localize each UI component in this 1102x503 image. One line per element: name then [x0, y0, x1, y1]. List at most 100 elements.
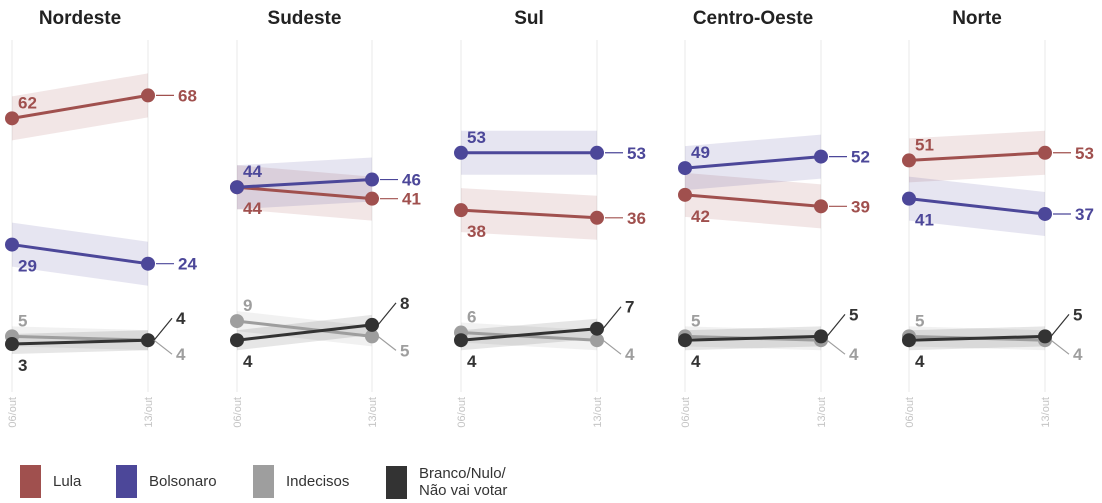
series-line-norte-lula	[908, 151, 1046, 162]
x-tick-centro-oeste-1: 13/out	[816, 397, 828, 428]
panel-title-norte: Norte	[952, 8, 1002, 29]
legend-swatch-branco-nulo	[386, 465, 407, 499]
point-norte-bolsonaro-1	[1038, 206, 1052, 221]
value-label-norte-branco-nulo-nao-vai-votar-0: 4	[915, 352, 925, 371]
legend-item-branco-nulo: Branco/Nulo/ Não vai votar	[386, 465, 507, 499]
value-label-centro-oeste-indecisos-0: 5	[691, 311, 700, 330]
value-label-centro-oeste-bolsonaro-1: 52	[851, 148, 870, 167]
value-label-sudeste-indecisos-1: 5	[400, 341, 409, 360]
point-norte-lula-1	[1038, 145, 1052, 160]
point-nordeste-bolsonaro-0	[5, 237, 19, 252]
series-line-centro-oeste-lula	[684, 193, 822, 208]
series-line-sudeste-branco-nulo-nao-vai-votar	[236, 323, 373, 342]
value-label-norte-indecisos-0: 5	[915, 311, 924, 330]
value-label-norte-lula-1: 53	[1075, 144, 1094, 163]
value-label-nordeste-indecisos-0: 5	[18, 311, 27, 330]
point-sul-branco-nulo-nao-vai-votar-0	[454, 333, 468, 348]
value-label-sul-indecisos-0: 6	[467, 308, 476, 327]
point-sul-bolsonaro-1	[590, 145, 604, 160]
value-label-sudeste-bolsonaro-1: 46	[402, 171, 421, 190]
series-line-sudeste-bolsonaro	[236, 178, 373, 189]
value-label-norte-bolsonaro-0: 41	[915, 211, 934, 230]
value-label-norte-indecisos-1: 4	[1073, 345, 1083, 364]
point-sul-indecisos-1	[590, 333, 604, 348]
value-label-centro-oeste-lula-0: 42	[691, 207, 710, 226]
value-label-nordeste-branco-nulo-nao-vai-votar-0: 3	[18, 356, 27, 375]
point-centro-oeste-branco-nulo-nao-vai-votar-0	[678, 333, 692, 348]
value-label-sudeste-lula-1: 41	[402, 190, 421, 209]
point-sudeste-indecisos-1	[365, 329, 379, 344]
series-line-norte-branco-nulo-nao-vai-votar	[908, 334, 1046, 342]
panel-sul: Sul 06/out 13/out 38 36 53 53 6 4 4 7	[454, 8, 646, 428]
series-line-centro-oeste-bolsonaro	[684, 155, 822, 170]
value-label-sul-lula-1: 36	[627, 209, 646, 228]
leader-sudeste-indecisos	[377, 335, 397, 351]
x-tick-norte-0: 06/out	[904, 397, 916, 428]
point-nordeste-lula-1	[141, 88, 155, 103]
value-label-sul-bolsonaro-0: 53	[467, 128, 486, 147]
panel-title-sudeste: Sudeste	[268, 8, 342, 29]
value-label-norte-lula-0: 51	[915, 135, 934, 154]
x-tick-norte-1: 13/out	[1040, 397, 1052, 428]
series-line-sudeste-lula	[236, 185, 373, 201]
legend-label-branco-nulo-line1: Branco/Nulo/	[419, 465, 506, 482]
panel-centro-oeste: Centro-Oeste 06/out 13/out 42 39 49 52 5 4 4 5	[678, 8, 870, 428]
leader-norte-indecisos	[1050, 339, 1070, 355]
point-sudeste-branco-nulo-nao-vai-votar-1	[365, 317, 379, 332]
leader-nordeste-branco-nulo-nao-vai-votar	[153, 317, 173, 341]
value-label-sudeste-branco-nulo-nao-vai-votar-1: 8	[400, 294, 409, 313]
leader-sul-branco-nulo-nao-vai-votar	[602, 306, 622, 330]
legend-swatch-lula	[20, 465, 41, 498]
panel-title-sul: Sul	[514, 8, 544, 29]
legend-label-lula: Lula	[53, 473, 82, 490]
series-line-norte-bolsonaro	[908, 197, 1046, 216]
point-norte-bolsonaro-0	[902, 191, 916, 206]
point-nordeste-bolsonaro-1	[141, 256, 155, 271]
legend-label-branco-nulo: Branco/Nulo/ Não vai votar	[419, 465, 507, 499]
point-centro-oeste-lula-0	[678, 187, 692, 202]
value-label-centro-oeste-indecisos-1: 4	[849, 345, 859, 364]
value-label-sudeste-indecisos-0: 9	[243, 296, 252, 315]
x-tick-sul-1: 13/out	[592, 397, 604, 428]
point-nordeste-branco-nulo-nao-vai-votar-1	[141, 333, 155, 348]
legend-item-lula: Lula	[20, 465, 81, 498]
panel-norte: Norte 06/out 13/out 51 53 41 37 5 4 4 5	[902, 8, 1094, 428]
chart-legend: Lula Bolsonaro Indecisos Branco/Nulo/ Nã…	[0, 465, 1102, 503]
x-tick-nordeste-0: 06/out	[7, 397, 19, 428]
value-label-norte-branco-nulo-nao-vai-votar-1: 5	[1073, 305, 1082, 324]
value-label-sul-lula-0: 38	[467, 222, 486, 241]
point-nordeste-branco-nulo-nao-vai-votar-0	[5, 337, 19, 352]
value-label-nordeste-lula-1: 68	[178, 86, 197, 105]
legend-label-branco-nulo-line2: Não vai votar	[419, 482, 508, 499]
panel-nordeste: Nordeste 06/out 13/out 62 68 29 24 5 4 3 4	[5, 8, 197, 428]
series-line-sul-lula	[460, 208, 598, 220]
point-sul-bolsonaro-0	[454, 145, 468, 160]
point-sul-branco-nulo-nao-vai-votar-1	[590, 321, 604, 336]
value-label-nordeste-indecisos-1: 4	[176, 345, 186, 364]
value-label-sul-branco-nulo-nao-vai-votar-0: 4	[467, 352, 477, 371]
value-label-nordeste-lula-0: 62	[18, 93, 37, 112]
series-line-nordeste-bolsonaro	[11, 243, 149, 266]
value-label-norte-bolsonaro-1: 37	[1075, 205, 1094, 224]
leader-centro-oeste-branco-nulo-nao-vai-votar	[826, 313, 846, 337]
value-label-sudeste-lula-0: 44	[243, 199, 262, 218]
legend-item-bolsonaro: Bolsonaro	[116, 465, 217, 498]
legend-label-bolsonaro: Bolsonaro	[149, 473, 217, 490]
series-line-sul-branco-nulo-nao-vai-votar	[460, 327, 598, 342]
legend-label-indecisos: Indecisos	[286, 473, 350, 490]
point-sul-lula-1	[590, 210, 604, 225]
x-tick-sudeste-1: 13/out	[367, 397, 379, 428]
x-tick-sudeste-0: 06/out	[232, 397, 244, 428]
point-centro-oeste-lula-1	[814, 199, 828, 214]
leader-centro-oeste-indecisos	[826, 339, 846, 355]
panel-title-nordeste: Nordeste	[39, 8, 121, 29]
point-sul-lula-0	[454, 203, 468, 218]
x-tick-centro-oeste-0: 06/out	[680, 397, 692, 428]
point-sudeste-lula-1	[365, 191, 379, 206]
leader-sudeste-branco-nulo-nao-vai-votar	[377, 302, 397, 326]
point-centro-oeste-bolsonaro-0	[678, 161, 692, 176]
point-sudeste-bolsonaro-0	[230, 180, 244, 195]
panel-sudeste: Sudeste 06/out 13/out 44 41 44 46 9 5 4 8	[230, 8, 421, 428]
panel-title-centro-oeste: Centro-Oeste	[693, 8, 813, 29]
value-label-nordeste-bolsonaro-1: 24	[178, 255, 197, 274]
